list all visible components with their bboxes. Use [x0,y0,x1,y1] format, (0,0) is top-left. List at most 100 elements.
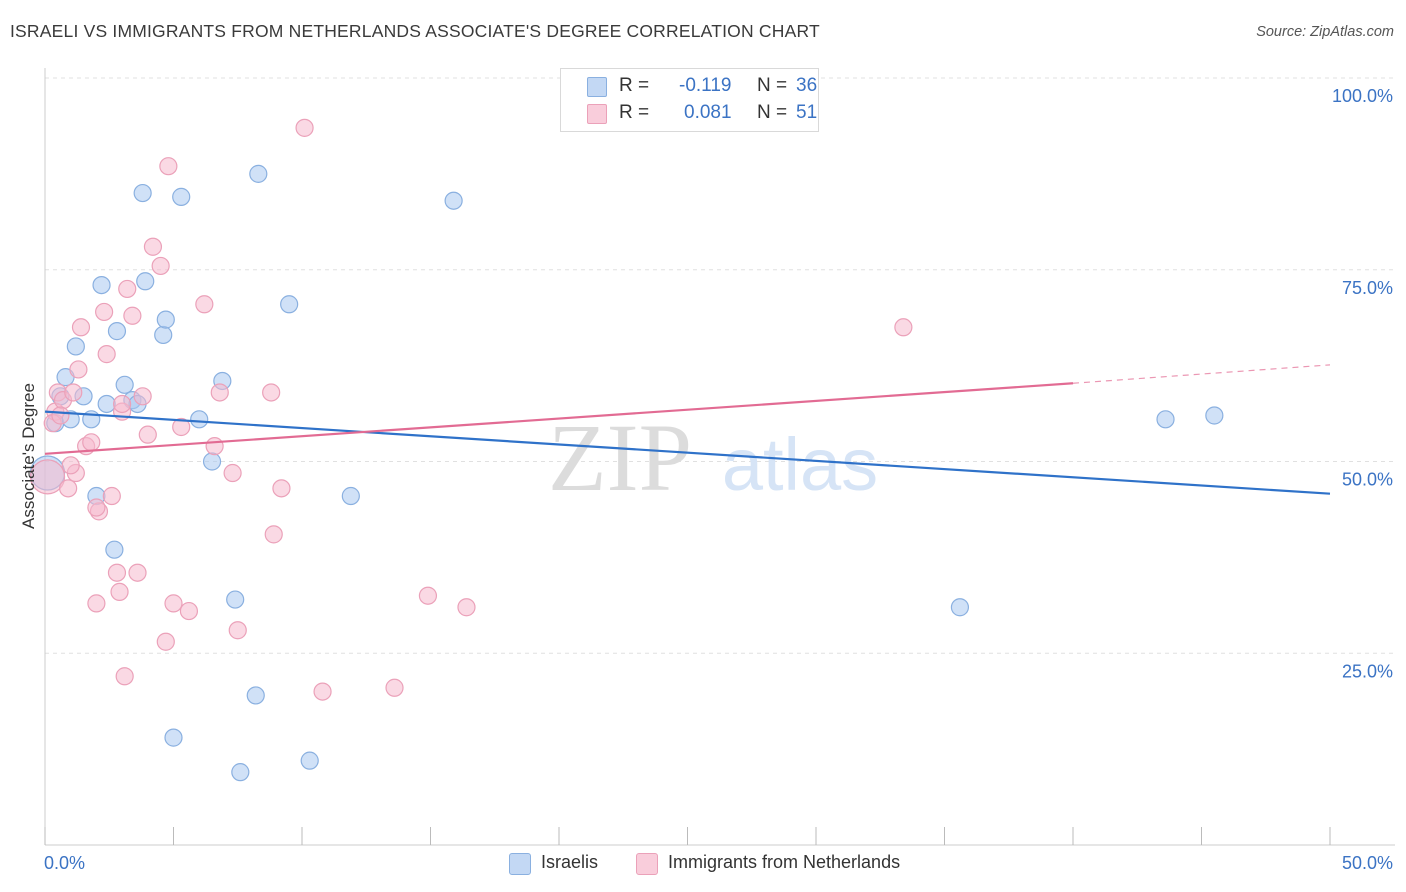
israelis-point [107,322,127,341]
netherlands-point [102,486,121,506]
netherlands-trend-line [44,382,1074,455]
netherlands-point [264,525,283,544]
netherlands-point [151,256,170,276]
netherlands-point [313,682,332,701]
netherlands-point [159,157,178,176]
watermark: ZIP atlas [548,404,878,511]
legend-r-value: -0.119 [679,75,732,96]
netherlands-point [110,582,129,601]
netherlands-point [69,360,88,379]
legend-n-value: 36 [796,75,818,96]
netherlands-point [29,459,66,495]
stats-legend: R = -0.119 N = 36 R = 0.081 N = 51 [560,68,819,132]
bottom-legend-swatch-pink [636,853,658,875]
netherlands-point [118,279,137,299]
y-tick-label: 75.0% [1342,278,1393,298]
israelis-point [226,590,245,609]
israelis-point [172,187,191,206]
netherlands-point [156,632,175,651]
axis-labels: 25.0% 50.0% 75.0% 100.0% 0.0% 50.0% Associate'… [19,86,1393,873]
israelis-point [1205,406,1224,425]
netherlands-point [295,118,314,137]
chart-title: ISRAELI VS IMMIGRANTS FROM NETHERLANDS A… [10,21,820,41]
israelis-point [190,410,209,429]
y-tick-label: 50.0% [1342,470,1393,490]
netherlands-point [123,306,142,325]
israelis-point [97,394,116,414]
y-tick-label: 100.0% [1332,86,1393,106]
israelis-point [156,310,175,329]
netherlands-point [107,563,127,582]
legend-n-label: N = [757,75,788,96]
legend-r-label: R = [619,102,650,123]
legend-swatch-blue [587,77,607,97]
israelis-point [133,183,152,203]
y-tick-label: 25.0% [1342,661,1393,681]
bottom-legend-label: Israelis [541,852,599,872]
israelis-point [154,325,173,345]
israelis-point [115,375,134,394]
israelis-point [164,728,183,747]
netherlands-point [223,463,242,483]
netherlands-point [164,594,183,613]
netherlands-point [87,498,106,517]
netherlands-point [894,318,913,337]
netherlands-point [228,621,247,640]
netherlands-point [82,433,101,452]
netherlands-point [64,383,83,402]
israelis-point [136,272,155,291]
israelis-point [105,540,124,559]
israelis-point [66,337,85,356]
grid-lines [45,77,1395,654]
netherlands-point [385,678,404,697]
netherlands-point [195,295,214,314]
netherlands-point [143,237,163,256]
israelis-point [202,452,222,471]
netherlands-point [418,586,438,605]
source-credit: Source: ZipAtlas.com [1256,24,1394,40]
netherlands-point [272,479,291,498]
netherlands-trend-extension [1072,364,1331,384]
netherlands-point [457,598,476,617]
netherlands-point [128,563,147,582]
israelis-point [1156,410,1175,429]
watermark-zip: ZIP [548,404,692,511]
netherlands-point [112,394,132,414]
netherlands-point [262,383,281,402]
legend-r-value: 0.081 [684,102,732,123]
netherlands-point [172,417,191,437]
axes [44,68,1395,846]
netherlands-point [210,383,229,402]
netherlands-point [71,318,91,337]
netherlands-point [115,667,134,686]
israelis-point [92,275,111,295]
bottom-legend-swatch-blue [509,853,531,875]
israelis-point [341,486,360,506]
israelis-trend-line [44,410,1331,495]
netherlands-point [133,387,152,406]
netherlands-point [61,456,80,475]
x-tick-label: 50.0% [1342,853,1393,873]
netherlands-point [179,601,199,621]
legend-n-value: 51 [796,102,818,123]
netherlands-point [51,406,70,425]
legend-r-label: R = [619,75,650,96]
trend-lines [44,364,1331,495]
x-tick-label: 0.0% [44,853,85,873]
netherlands-point [138,425,157,444]
netherlands-point [97,345,116,364]
israelis-point [249,164,268,183]
netherlands-point [95,302,114,322]
netherlands-point [87,594,106,613]
israelis-point [246,686,265,705]
israelis-point [300,751,319,770]
y-axis-title: Associate's Degree [19,383,38,529]
netherlands-point [59,479,78,498]
israelis-point [444,191,463,210]
bottom-legend-label: Immigrants from Netherlands [668,852,901,872]
netherlands-point [205,437,224,456]
watermark-atlas: atlas [722,423,878,506]
legend-n-label: N = [757,102,788,123]
israelis-point [950,598,970,617]
